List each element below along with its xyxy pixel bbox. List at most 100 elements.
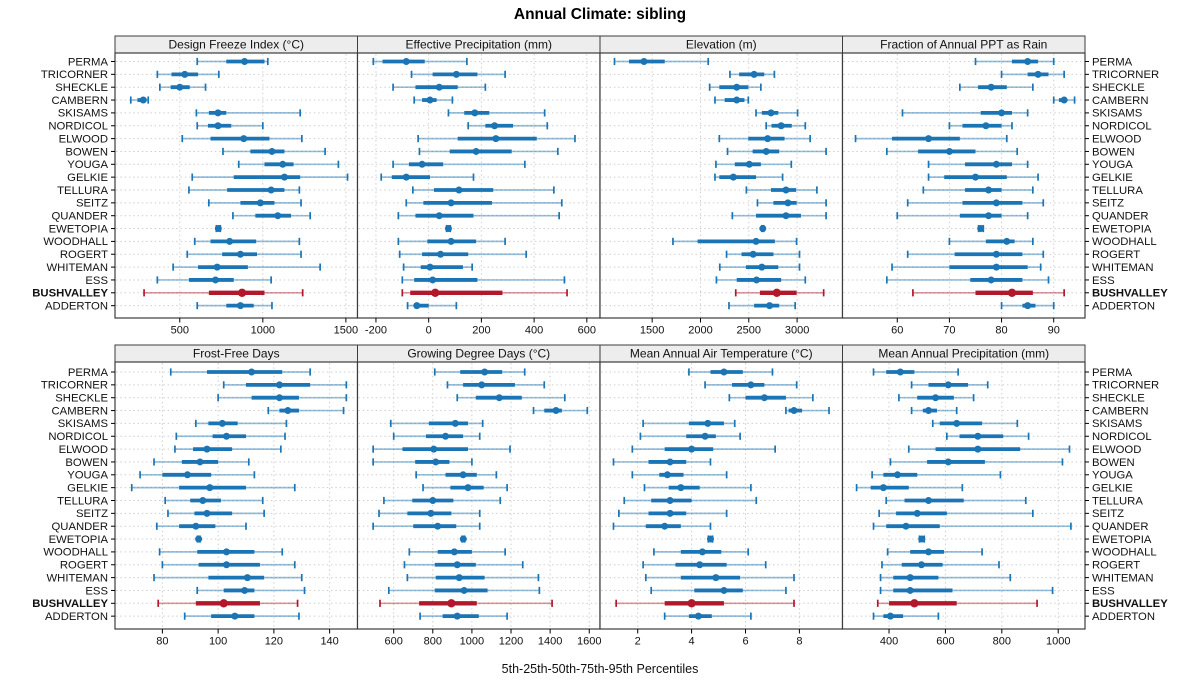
percentile-row-youga xyxy=(843,160,1089,168)
median-dot xyxy=(992,250,1000,258)
percentile-row-ewetopia xyxy=(843,535,1089,543)
percentile-row-skisams xyxy=(843,109,1089,117)
station-label-ewetopia: EWETOPIA xyxy=(49,223,109,235)
station-label-ess: ESS xyxy=(85,275,108,287)
median-dot xyxy=(925,407,933,415)
station-label-tellura: TELLURA xyxy=(57,185,108,197)
percentile-row-cambern xyxy=(601,406,842,415)
median-dot xyxy=(226,237,234,245)
percentile-row-youga xyxy=(358,160,599,168)
median-dot xyxy=(447,199,455,207)
median-dot xyxy=(437,250,445,258)
percentile-row-bowen xyxy=(111,458,357,466)
percentile-row-elwood xyxy=(358,135,599,143)
x-tick-label: 1000 xyxy=(460,636,484,648)
median-dot xyxy=(1003,237,1011,245)
percentile-row-perma xyxy=(358,57,599,66)
station-label-woodhall: WOODHALL xyxy=(43,236,108,248)
percentile-row-whiteman xyxy=(601,263,842,271)
median-dot xyxy=(896,368,904,376)
median-dot xyxy=(495,394,503,402)
x-tick-label: 1200 xyxy=(499,636,523,648)
percentile-row-sheckle xyxy=(358,83,599,91)
axis-caption: 5th-25th-50th-75th-95th Percentiles xyxy=(501,662,699,676)
median-dot xyxy=(192,522,200,530)
median-dot xyxy=(706,535,714,543)
panel-elevation-m: Elevation (m) 1500 2000 2500 3000 xyxy=(599,35,844,337)
station-label-bowen: BOWEN xyxy=(65,146,108,158)
median-dot xyxy=(1007,288,1017,297)
percentile-row-sheckle xyxy=(111,83,357,91)
station-label-youga: YOUGA xyxy=(67,159,108,171)
percentile-row-tellura xyxy=(358,186,599,194)
station-label-whiteman: WHITEMAN xyxy=(1092,262,1154,274)
median-dot xyxy=(274,212,282,220)
median-dot xyxy=(992,199,1000,207)
median-dot xyxy=(435,212,443,220)
station-label-cambern: CAMBERN xyxy=(52,405,109,417)
x-tick-label: 4 xyxy=(689,636,695,648)
percentile-row-bowen xyxy=(601,458,842,466)
x-tick-label: 60 xyxy=(891,325,903,337)
station-label-gelkie: GELKIE xyxy=(1092,482,1133,494)
percentile-row-ess xyxy=(111,586,357,595)
median-dot xyxy=(720,368,728,376)
median-dot xyxy=(974,432,982,440)
median-dot xyxy=(222,548,230,556)
median-dot xyxy=(987,83,995,91)
station-label-whiteman: WHITEMAN xyxy=(47,572,109,584)
median-dot xyxy=(280,173,288,181)
x-tick-label: 1600 xyxy=(577,636,601,648)
percentile-row-woodhall xyxy=(601,548,842,556)
median-dot xyxy=(998,109,1006,117)
percentile-row-tellura xyxy=(601,186,842,194)
percentile-row-ess xyxy=(111,276,357,284)
percentile-row-perma xyxy=(601,368,842,376)
x-tick-label: 120 xyxy=(265,636,283,648)
percentile-row-tricorner xyxy=(111,70,357,78)
panel-fraction-of-annual-ppt-as-rain: Fraction of Annual PPT as Rain 60 70 80 90 PE… xyxy=(841,35,1168,337)
strip-title: Fraction of Annual PPT as Rain xyxy=(880,38,1047,52)
percentile-row-bushvalley xyxy=(111,288,357,297)
median-dot xyxy=(256,199,264,207)
x-tick-label: 140 xyxy=(320,636,338,648)
percentile-row-bushvalley xyxy=(843,288,1089,297)
median-dot xyxy=(203,509,211,517)
median-dot xyxy=(435,83,443,91)
median-dot xyxy=(677,484,685,492)
median-dot xyxy=(1024,58,1032,65)
median-dot xyxy=(694,612,702,620)
strip-title: Mean Annual Precipitation (mm) xyxy=(878,347,1049,361)
x-tick-label: 800 xyxy=(993,636,1011,648)
median-dot xyxy=(925,497,933,504)
median-dot xyxy=(906,586,914,594)
x-tick-label: 80 xyxy=(995,325,1007,337)
percentile-row-nordicol xyxy=(111,122,357,130)
x-tick-label: 1000 xyxy=(1046,636,1070,648)
percentile-row-elwood xyxy=(601,135,842,143)
panel-box xyxy=(356,52,601,319)
median-dot xyxy=(953,419,961,427)
median-dot xyxy=(222,561,230,569)
median-dot xyxy=(704,419,712,427)
panel-box xyxy=(114,361,359,630)
median-dot xyxy=(696,561,704,569)
strip-title: Frost-Free Days xyxy=(193,347,280,361)
median-dot xyxy=(444,225,452,233)
median-dot xyxy=(203,445,211,453)
station-label-sheckle: SHECKLE xyxy=(55,393,108,405)
x-tick-label: 80 xyxy=(156,636,168,648)
station-label-tellura: TELLURA xyxy=(1092,495,1143,507)
percentile-row-bushvalley xyxy=(358,288,599,297)
median-dot xyxy=(640,58,648,65)
median-dot xyxy=(211,276,219,284)
median-dot xyxy=(402,173,410,181)
station-label-tricorner: TRICORNER xyxy=(1092,69,1159,81)
station-label-perma: PERMA xyxy=(1092,56,1133,68)
percentile-row-whiteman xyxy=(111,263,357,271)
median-dot xyxy=(452,70,460,78)
median-dot xyxy=(213,263,221,271)
median-dot xyxy=(661,522,669,530)
